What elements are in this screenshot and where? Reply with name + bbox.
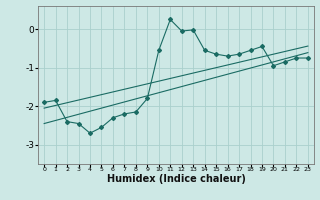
X-axis label: Humidex (Indice chaleur): Humidex (Indice chaleur): [107, 174, 245, 184]
